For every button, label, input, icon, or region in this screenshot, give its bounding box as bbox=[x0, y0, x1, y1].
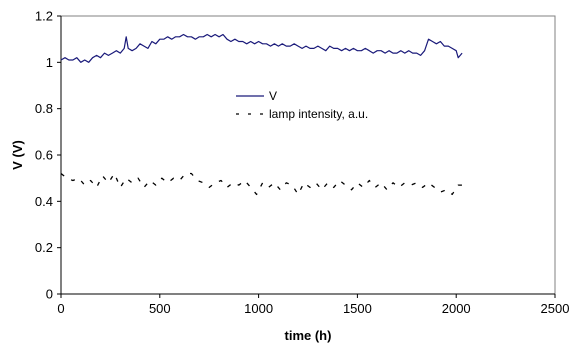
y-tick-label: 0 bbox=[46, 287, 53, 302]
x-axis-title: time (h) bbox=[285, 328, 332, 343]
legend-label-v: V bbox=[269, 89, 277, 103]
x-tick-label: 1000 bbox=[244, 301, 273, 316]
series-line-lamp-intensity bbox=[60, 172, 463, 196]
legend: V lamp intensity, a.u. bbox=[232, 86, 390, 122]
y-axis-title: V (V) bbox=[10, 140, 25, 170]
x-tick-label: 0 bbox=[57, 301, 64, 316]
y-axis-ticks: 0 0.2 0.4 0.6 0.8 1 1.2 bbox=[35, 9, 61, 302]
y-tick-label: 1.2 bbox=[35, 9, 53, 24]
y-tick-label: 1 bbox=[46, 55, 53, 70]
x-tick-label: 2000 bbox=[442, 301, 471, 316]
y-tick-label: 0.2 bbox=[35, 240, 53, 255]
legend-box bbox=[232, 86, 390, 122]
legend-label-lamp: lamp intensity, a.u. bbox=[269, 107, 368, 121]
x-tick-label: 1500 bbox=[343, 301, 372, 316]
axes bbox=[60, 15, 556, 295]
y-tick-label: 0.6 bbox=[35, 148, 53, 163]
x-tick-label: 500 bbox=[149, 301, 171, 316]
y-tick-label: 0.4 bbox=[35, 194, 53, 209]
x-axis-ticks: 0 500 1000 1500 2000 2500 bbox=[57, 294, 569, 316]
y-tick-label: 0.8 bbox=[35, 101, 53, 116]
series-line-v bbox=[60, 33, 463, 63]
plot-area-border bbox=[60, 15, 556, 295]
series-layer bbox=[60, 33, 463, 196]
x-tick-label: 2500 bbox=[541, 301, 570, 316]
